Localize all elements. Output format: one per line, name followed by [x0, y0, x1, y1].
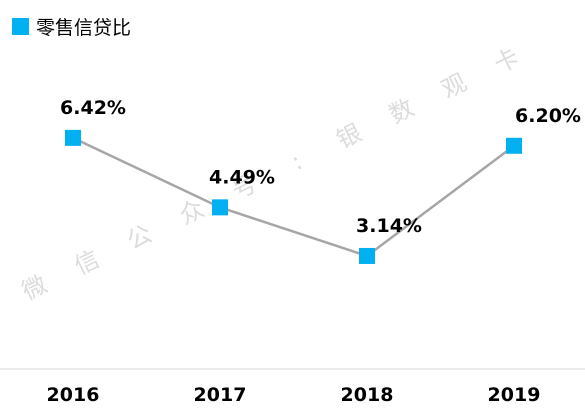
data-point-marker [65, 129, 81, 146]
watermark-char: 银 [332, 119, 366, 155]
series-layer: 6.42% 4.49% 3.14% 6.20% [60, 97, 581, 264]
legend: 零售信贷比 [12, 17, 131, 39]
legend-label: 零售信贷比 [36, 17, 131, 39]
x-tick-label: 2016 [47, 384, 100, 406]
data-point-marker [359, 247, 375, 264]
watermark-char: 微 [18, 270, 52, 306]
x-tick-label: 2018 [341, 384, 394, 406]
watermark-char: : [287, 147, 307, 176]
data-label: 4.49% [209, 166, 275, 188]
watermark-char: 观 [437, 68, 471, 104]
watermark-char: 卡 [490, 43, 524, 79]
data-label: 3.14% [356, 215, 422, 237]
legend-marker-icon [12, 18, 29, 35]
watermark-char: 信 [70, 245, 104, 281]
x-axis-ticks: 2016 2017 2018 2019 [47, 384, 541, 406]
watermark-char: 公 [122, 220, 156, 256]
data-point-marker [212, 199, 228, 216]
data-label: 6.20% [515, 105, 581, 127]
x-tick-label: 2017 [194, 384, 247, 406]
series-line [72, 136, 515, 258]
data-label: 6.42% [60, 97, 126, 119]
x-tick-label: 2019 [488, 384, 541, 406]
watermark-char: 数 [385, 93, 419, 129]
data-point-marker [506, 137, 522, 154]
